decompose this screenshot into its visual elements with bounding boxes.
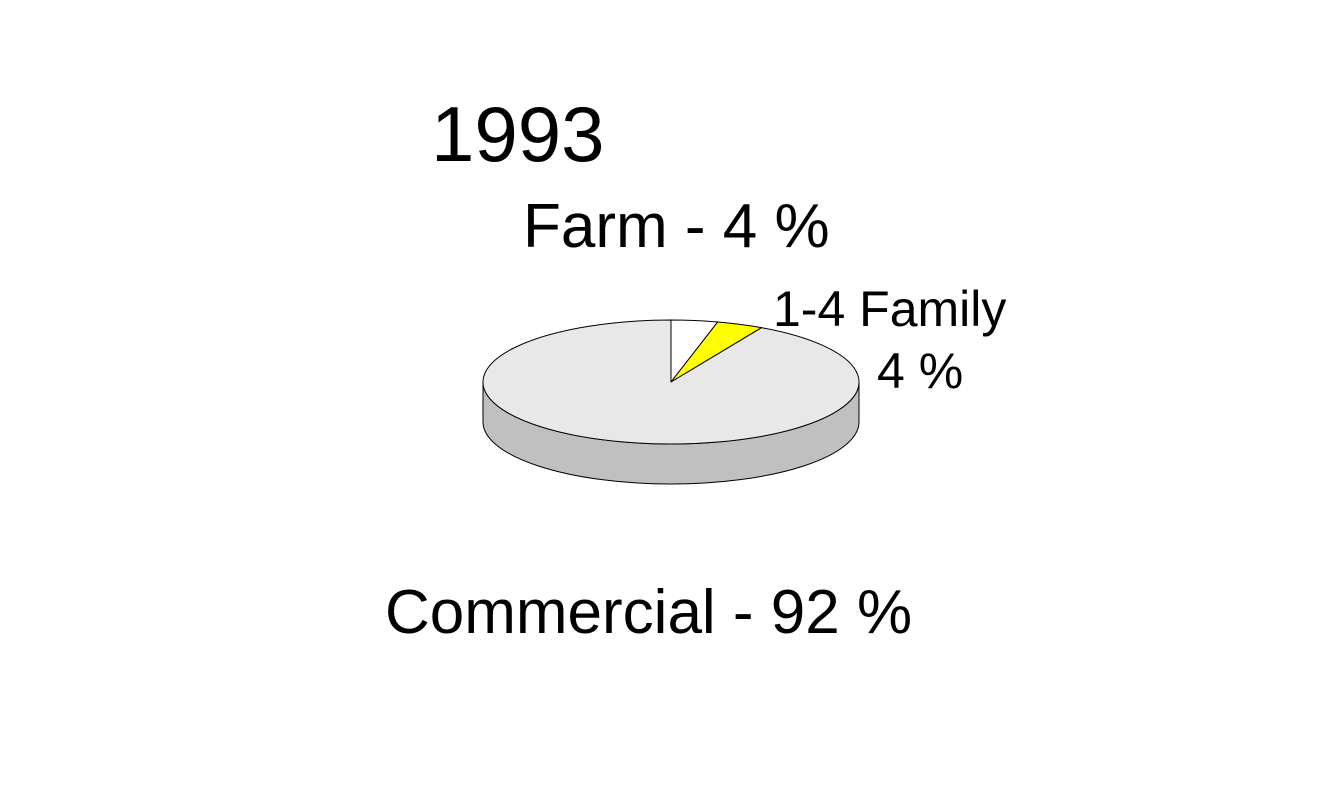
chart-title: 1993 (431, 90, 605, 178)
farm-slice-label: Farm - 4 % (523, 192, 830, 261)
pie-slice-commercial (482, 319, 860, 445)
commercial-slice-label: Commercial - 92 % (385, 578, 913, 647)
family-slice-label: 1-4 Family (773, 281, 1007, 337)
family-slice-value: 4 % (877, 343, 964, 399)
